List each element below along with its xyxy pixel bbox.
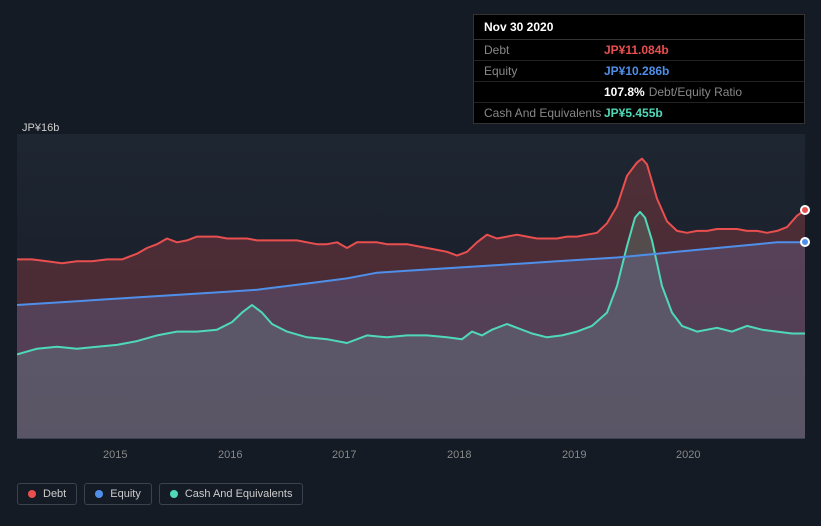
legend-dot-icon	[28, 490, 36, 498]
x-axis-label: 2020	[676, 449, 700, 461]
legend-label: Equity	[110, 488, 141, 500]
tooltip-row: Cash And EquivalentsJP¥5.455b	[474, 103, 804, 123]
x-axis-label: 2016	[218, 449, 242, 461]
chart-svg	[17, 134, 805, 438]
x-axis-label: 2019	[562, 449, 586, 461]
legend-dot-icon	[95, 490, 103, 498]
marker-equity	[800, 237, 810, 247]
tooltip-date: Nov 30 2020	[474, 15, 804, 40]
marker-debt	[800, 205, 810, 215]
legend: Debt Equity Cash And Equivalents	[17, 483, 303, 505]
legend-item[interactable]: Equity	[84, 483, 152, 505]
x-axis-label: 2018	[447, 449, 471, 461]
y-axis-top-label: JP¥16b	[22, 122, 59, 134]
legend-label: Debt	[43, 488, 66, 500]
x-axis-label: 2017	[332, 449, 356, 461]
legend-label: Cash And Equivalents	[185, 488, 293, 500]
tooltip-row: EquityJP¥10.286b	[474, 61, 804, 82]
legend-item[interactable]: Cash And Equivalents	[159, 483, 304, 505]
tooltip-ratio-row: 107.8%Debt/Equity Ratio	[474, 82, 804, 103]
chart-area[interactable]	[17, 134, 805, 438]
legend-dot-icon	[170, 490, 178, 498]
chart-tooltip: Nov 30 2020DebtJP¥11.084bEquityJP¥10.286…	[473, 14, 805, 124]
legend-item[interactable]: Debt	[17, 483, 77, 505]
x-axis-label: 2015	[103, 449, 127, 461]
tooltip-row: DebtJP¥11.084b	[474, 40, 804, 61]
